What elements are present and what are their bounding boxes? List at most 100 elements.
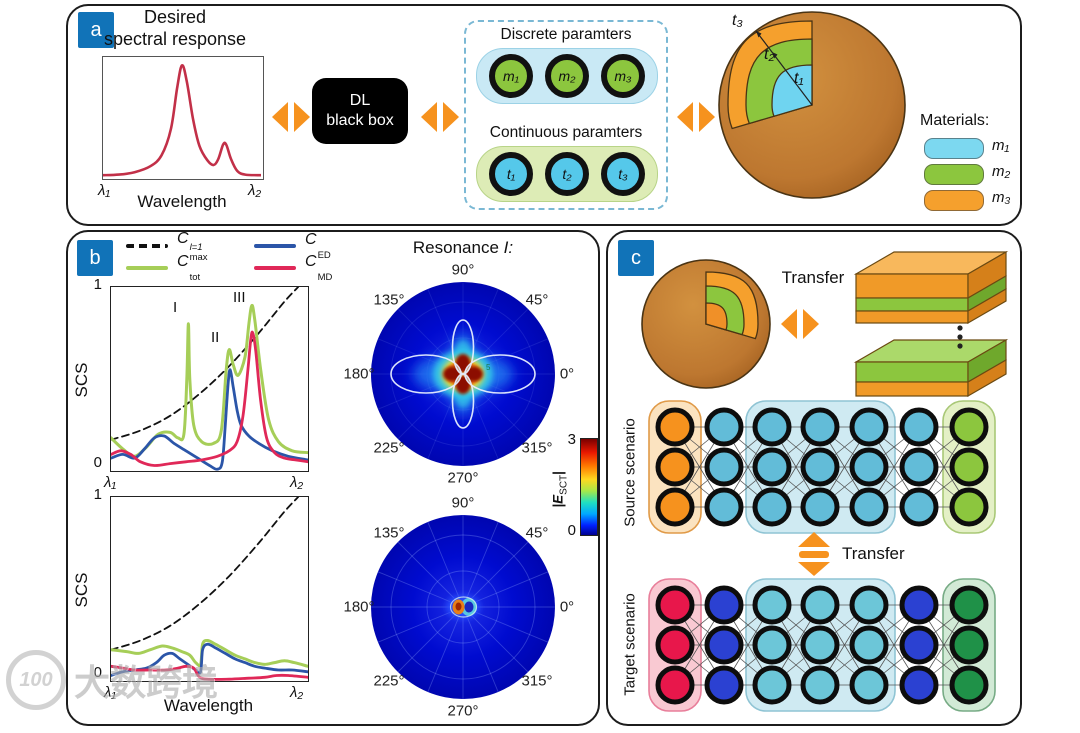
source-network xyxy=(642,394,1000,550)
angle-label-315: 315° xyxy=(521,439,553,457)
target-scenario-label: Target scenario xyxy=(621,593,639,696)
wavelength-axis-label: Wavelength xyxy=(137,192,227,211)
network-node xyxy=(704,487,744,527)
network-node xyxy=(899,407,939,447)
mapping-arrow-2 xyxy=(420,99,460,135)
colorbar xyxy=(580,438,598,536)
network-node xyxy=(800,585,840,625)
sphere-structure-graphic xyxy=(641,259,771,389)
sphere-t2-label: t₂ xyxy=(764,46,775,63)
network-node xyxy=(800,625,840,665)
angle-label-135: 135° xyxy=(373,291,405,309)
resonance-title: Resonance I: xyxy=(412,238,514,257)
angle-label-0: 0° xyxy=(559,365,575,383)
peak-label-1: I xyxy=(173,299,178,316)
target-network xyxy=(642,572,1000,728)
angle-label-225: 225° xyxy=(373,439,405,457)
scs1-lambda1: λ₁ xyxy=(104,474,117,491)
panel-a: a Desired spectral response λ₁ λ₂ Wavele… xyxy=(66,4,1022,226)
angle-label-270: 270° xyxy=(447,469,479,487)
ellipsis-dot xyxy=(957,325,963,331)
network-node xyxy=(949,487,989,527)
polar-plot-2-wrap: 90° 45° 0° 315° 270° 225° 180° 135° xyxy=(343,494,575,720)
parameters-container: Discrete paramters m₁ m₂ m₃ Continuous p… xyxy=(464,20,668,210)
sphere-t3-label: t₃ xyxy=(732,12,743,29)
network-node xyxy=(849,447,889,487)
panel-a-label: a xyxy=(78,12,114,48)
network-node xyxy=(849,407,889,447)
network-node xyxy=(655,585,695,625)
transfer-top-arrow xyxy=(780,306,820,342)
polar-radial-tick: 5 xyxy=(486,363,491,372)
network-node xyxy=(800,487,840,527)
network-node xyxy=(655,487,695,527)
continuous-parameters-title: Continuous paramters xyxy=(489,124,643,141)
legend-item-cmd: C MD xyxy=(254,253,332,282)
param-m1: m₁ xyxy=(489,54,533,98)
materials-legend-title: Materials: xyxy=(920,112,990,129)
network-node xyxy=(752,407,792,447)
param-t3: t₃ xyxy=(601,152,645,196)
angle-label-225: 225° xyxy=(373,672,405,690)
network-node xyxy=(752,585,792,625)
network-node xyxy=(752,447,792,487)
angle-label-90: 90° xyxy=(451,261,475,279)
material-swatch-m1 xyxy=(924,138,984,159)
network-node xyxy=(849,487,889,527)
network-node xyxy=(949,585,989,625)
colorbar-max: 3 xyxy=(567,431,576,448)
mapping-arrow-1 xyxy=(271,99,311,135)
core-shell-sphere xyxy=(714,7,910,203)
lambda1-label: λ₁ xyxy=(98,182,111,199)
network-node xyxy=(655,625,695,665)
material-label-m2: m₂ xyxy=(992,163,1011,180)
param-m2: m₂ xyxy=(545,54,589,98)
scs2-lambda2: λ₂ xyxy=(290,684,304,701)
network-node xyxy=(849,625,889,665)
network-node xyxy=(800,447,840,487)
network-node xyxy=(849,665,889,705)
network-node xyxy=(949,625,989,665)
scs2-ytick-0: 0 xyxy=(93,664,102,681)
angle-label-180: 180° xyxy=(343,365,375,383)
desired-spectrum-plot xyxy=(101,56,264,180)
legend-line-cmax xyxy=(126,244,168,248)
scs-resonant-curves xyxy=(109,286,310,471)
network-node xyxy=(655,447,695,487)
network-node xyxy=(655,407,695,447)
peak-label-3: III xyxy=(233,289,246,306)
dl-black-box: DL black box xyxy=(312,78,408,144)
scs1-lambda2: λ₂ xyxy=(290,474,304,491)
network-node xyxy=(899,625,939,665)
scs-plot-nonresonant xyxy=(109,496,310,682)
transfer-top-label: Transfer xyxy=(781,268,845,287)
scs2-ytick-1: 1 xyxy=(93,486,102,503)
polar-heatmap-resonance-1: 5 xyxy=(371,282,555,466)
mapping-arrow-3 xyxy=(676,99,716,135)
angle-label-270: 270° xyxy=(447,702,479,720)
sphere-t1-label: t₁ xyxy=(794,70,804,87)
material-swatch-m2 xyxy=(924,164,984,185)
desired-spectrum-curve xyxy=(101,64,263,177)
network-node xyxy=(704,625,744,665)
polar-plot-1-wrap: 5 90° 45° 0° 315° 270° 225° 180° 135° xyxy=(343,261,575,487)
network-node xyxy=(949,447,989,487)
angle-label-135: 135° xyxy=(373,524,405,542)
scs1-ytick-0: 0 xyxy=(93,454,102,471)
polar-heatmap-2 xyxy=(371,515,555,699)
angle-label-90: 90° xyxy=(451,494,475,512)
colorbar-min: 0 xyxy=(567,522,576,539)
core-shell-sphere-graphic xyxy=(718,11,906,199)
continuous-parameters-box: t₁ t₂ t₃ xyxy=(476,146,658,202)
network-node xyxy=(655,665,695,705)
network-node xyxy=(704,585,744,625)
network-node xyxy=(899,487,939,527)
source-scenario-label: Source scenario xyxy=(621,418,639,527)
watermark-logo: 100 xyxy=(6,650,66,710)
network-node xyxy=(800,407,840,447)
network-node xyxy=(949,665,989,705)
panel-c: c Transfer Source scenario Transfer Targ… xyxy=(606,230,1022,726)
network-node xyxy=(704,407,744,447)
scs1-ytick-1: 1 xyxy=(93,276,102,293)
